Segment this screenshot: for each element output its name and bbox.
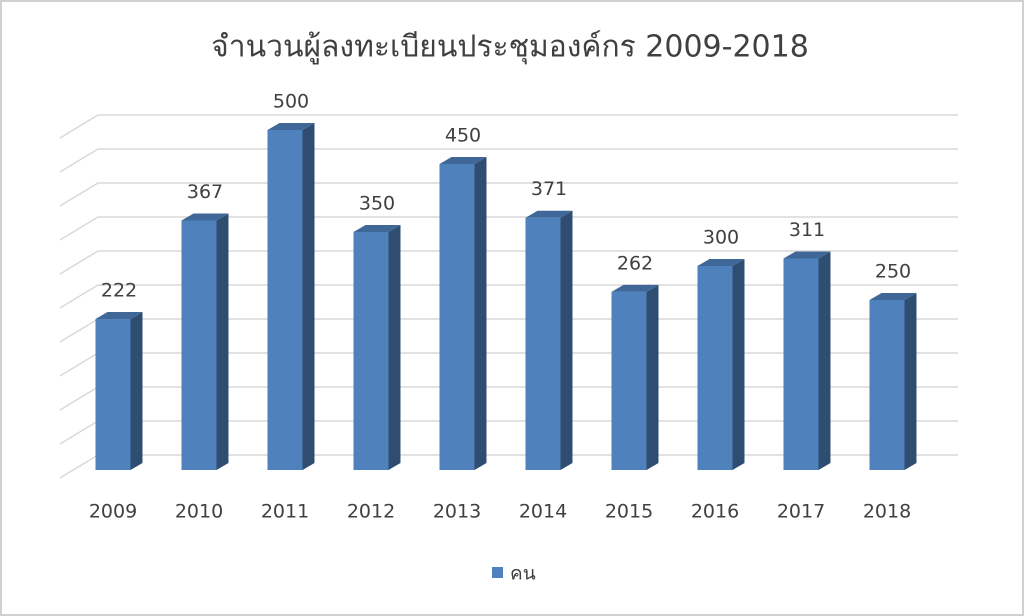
bar-side bbox=[732, 259, 745, 470]
data-label: 300 bbox=[703, 227, 739, 249]
data-label: 250 bbox=[875, 261, 911, 283]
grid-line bbox=[59, 114, 958, 139]
bar-top bbox=[697, 259, 745, 266]
legend-swatch bbox=[492, 567, 503, 578]
bar bbox=[95, 319, 131, 470]
bar bbox=[783, 258, 819, 470]
bar bbox=[697, 266, 733, 470]
x-tick-label: 2010 bbox=[175, 501, 223, 523]
grid-line bbox=[59, 284, 958, 309]
bar-top bbox=[783, 251, 831, 259]
bar bbox=[869, 300, 905, 470]
bar-side bbox=[216, 213, 229, 470]
bar-side bbox=[130, 312, 143, 470]
bar-top bbox=[267, 123, 315, 130]
bar-top bbox=[439, 157, 487, 164]
bar-side bbox=[302, 123, 315, 470]
data-label: 371 bbox=[531, 178, 567, 200]
grid-line bbox=[59, 216, 958, 241]
x-tick-label: 2017 bbox=[777, 501, 825, 523]
grid-line bbox=[59, 148, 958, 173]
bar-side bbox=[474, 157, 487, 470]
data-label: 222 bbox=[101, 280, 137, 302]
grid-line bbox=[59, 182, 958, 207]
chart-title: จำนวนผู้ลงทะเบียนประชุมองค์กร 2009-2018 bbox=[211, 30, 809, 66]
bar bbox=[525, 217, 561, 470]
data-label: 450 bbox=[445, 125, 481, 147]
bar bbox=[267, 130, 303, 470]
bar-top bbox=[869, 293, 917, 300]
bar bbox=[611, 291, 647, 470]
bar bbox=[439, 164, 475, 470]
x-tick-label: 2011 bbox=[261, 501, 309, 523]
x-tick-label: 2012 bbox=[347, 501, 395, 523]
x-tick-label: 2018 bbox=[863, 501, 911, 523]
bar-side bbox=[388, 225, 401, 470]
data-label: 262 bbox=[617, 252, 653, 274]
x-tick-label: 2013 bbox=[433, 501, 481, 523]
bar-top bbox=[181, 213, 229, 221]
x-tick-label: 2016 bbox=[691, 501, 739, 523]
grid-line bbox=[59, 250, 958, 275]
bar-side bbox=[818, 251, 831, 470]
bar-top bbox=[95, 312, 143, 320]
x-tick-label: 2014 bbox=[519, 501, 567, 523]
data-label: 350 bbox=[359, 193, 395, 215]
data-label: 367 bbox=[187, 181, 223, 203]
bar-side bbox=[646, 284, 659, 470]
data-label: 500 bbox=[273, 91, 309, 113]
x-tick-label: 2015 bbox=[605, 501, 653, 523]
data-label: 311 bbox=[789, 219, 825, 241]
bar-side bbox=[560, 210, 573, 470]
bar bbox=[181, 220, 217, 470]
bar-side bbox=[904, 293, 917, 470]
bar bbox=[353, 232, 389, 470]
legend-label: คน bbox=[510, 563, 536, 585]
bar-top bbox=[525, 210, 573, 218]
x-tick-label: 2009 bbox=[89, 501, 137, 523]
bar-top bbox=[353, 225, 401, 232]
bar-top bbox=[611, 284, 659, 292]
